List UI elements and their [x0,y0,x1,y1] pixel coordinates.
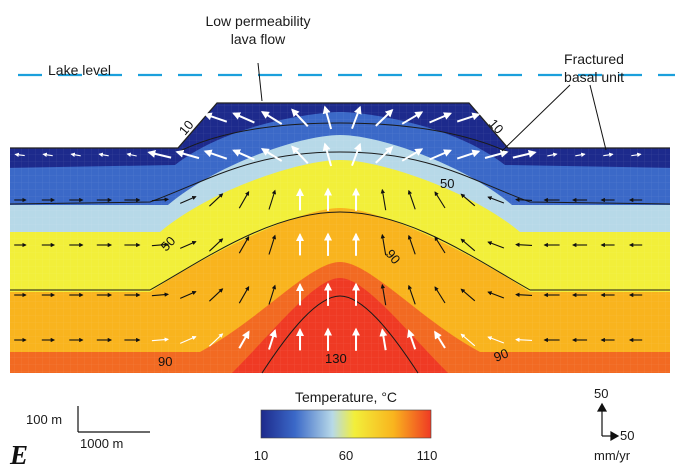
contour-label-130: 130 [325,351,347,366]
lava-flow-leader [258,63,262,101]
lava-flow-label: Low permeability lava flow [178,12,338,48]
temperature-field [0,95,678,385]
colorbar-tick-110: 110 [412,448,442,463]
basal-unit-label-line1: Fractured [544,50,644,68]
basal-unit-label-line2: basal unit [544,68,644,86]
lake-level-label: Lake level [48,61,111,79]
scale-vertical-label: 100 m [26,412,62,427]
basal-unit-leader-1 [502,85,570,151]
lava-flow-label-line2: lava flow [178,30,338,48]
colorbar-tick-10: 10 [251,448,271,463]
colorbar-tick-60: 60 [336,448,356,463]
panel-letter: E [10,440,28,471]
vector-scale-units: mm/yr [594,448,630,463]
scale-horizontal-label: 1000 m [80,436,123,451]
colorbar-title: Temperature, °C [261,388,431,406]
basal-unit-leader-2 [590,85,606,150]
colorbar [261,410,431,438]
vector-scale-arrows [598,404,618,440]
basal-unit-label: Fractured basal unit [544,50,644,86]
distance-scale-bar [78,406,150,432]
vector-scale-horizontal-label: 50 [620,428,634,443]
contour-label-90-left: 90 [158,354,172,369]
lava-flow-label-line1: Low permeability [178,12,338,30]
contour-label-50-right: 50 [440,176,454,191]
vector-scale-vertical-label: 50 [594,386,608,401]
